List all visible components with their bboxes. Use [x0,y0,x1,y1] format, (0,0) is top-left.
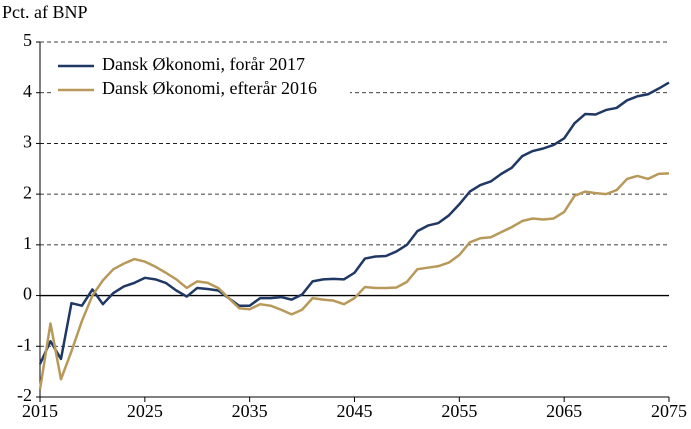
legend-background [54,79,350,101]
x-tick-label: 2075 [651,401,687,421]
y-tick-label: 1 [23,233,32,253]
x-tick-label: 2065 [546,401,582,421]
x-tick-label: 2045 [337,401,373,421]
series-line [38,172,670,390]
y-tick-label: -1 [17,334,32,354]
y-axis-label: Pct. af BNP [2,2,88,22]
y-tick-label: 2 [23,182,32,202]
legend-background [54,55,350,77]
x-tick-label: 2015 [22,401,58,421]
y-tick-label: 0 [23,284,32,304]
y-tick-label: 3 [23,132,32,152]
y-tick-label: 4 [23,81,32,101]
x-tick-label: 2035 [232,401,268,421]
y-tick-label: 5 [23,30,32,50]
x-tick-label: 2055 [441,401,477,421]
series-line [38,81,670,365]
x-tick-label: 2025 [127,401,163,421]
legend-label: Dansk Økonomi, forår 2017 [102,54,305,74]
legend-label: Dansk Økonomi, efterår 2016 [102,78,317,98]
y-tick-label: -2 [17,385,32,405]
